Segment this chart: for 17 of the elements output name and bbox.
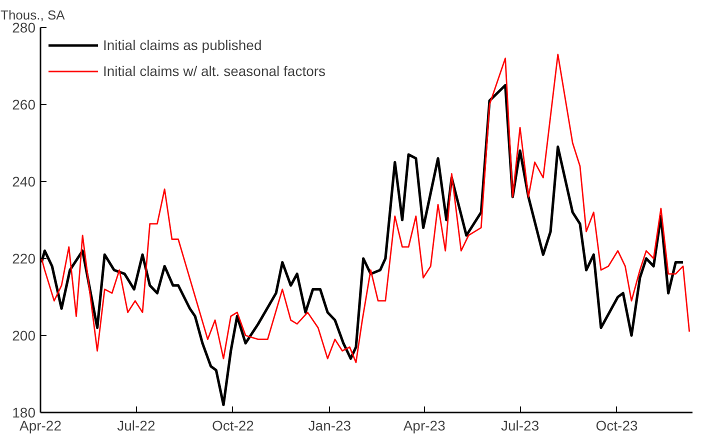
y-axis-title: Thous., SA: [0, 8, 66, 22]
x-tick-label: Oct-23: [596, 418, 638, 434]
x-tick-label: Jan-23: [308, 418, 352, 434]
y-tick-label: 220: [12, 250, 36, 266]
y-tick-label: 280: [12, 20, 36, 36]
y-tick-label: 260: [12, 96, 36, 112]
x-tick-label: Jul-23: [500, 418, 540, 434]
y-tick-label: 180: [12, 404, 36, 420]
x-tick-label: Jul-22: [117, 418, 156, 434]
x-tick-label: Apr-23: [403, 418, 446, 434]
legend-label: Initial claims as published: [103, 37, 262, 53]
y-tick-label: 200: [12, 328, 36, 344]
line-series: [40, 54, 690, 364]
legend-label: Initial claims w/ alt. seasonal factors: [103, 63, 326, 79]
y-tick-label: 240: [12, 174, 36, 190]
x-tick-label: Oct-22: [212, 418, 254, 434]
x-tick-label: Apr-22: [19, 418, 62, 434]
